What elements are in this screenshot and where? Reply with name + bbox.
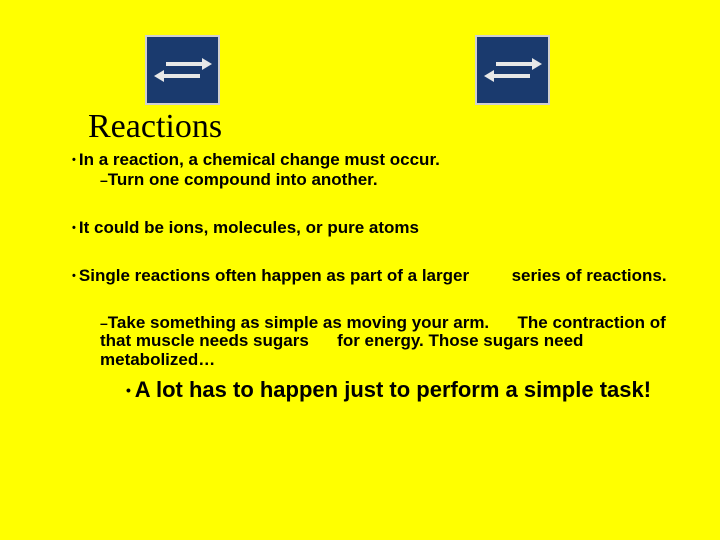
bullet-dot: •: [72, 222, 79, 234]
equilibrium-icon-left: [145, 35, 220, 105]
bullet1-em: chemical change: [203, 150, 340, 169]
sub2-gap2: [309, 331, 337, 350]
dash-icon: –: [100, 172, 108, 188]
sub2-a: Take something as simple as moving your …: [108, 313, 489, 332]
slide-content: • In a reaction, a chemical change must …: [72, 150, 672, 401]
equilibrium-icon-right: [475, 35, 550, 105]
arrows-icon: [488, 50, 538, 90]
emphasis-bullet: • A lot has to happen just to perform a …: [126, 378, 672, 401]
slide-title: Reactions: [88, 108, 222, 146]
bullet-dot: •: [72, 154, 79, 166]
bullet2-text: It could be ions, molecules, or pure ato…: [79, 218, 419, 237]
dash-icon: –: [100, 315, 108, 331]
bullet-3: • Single reactions often happen as part …: [72, 266, 672, 286]
sub-bullet-2: –Take something as simple as moving your…: [100, 314, 672, 370]
bullet3-gap: [474, 266, 512, 285]
sub-bullet-1: –Turn one compound into another.: [100, 170, 672, 190]
bullet-dot: •: [72, 270, 79, 282]
bullet-dot: •: [126, 382, 135, 398]
bullet3-post: series of reactions.: [512, 266, 667, 285]
bullet1-pre: In a reaction, a: [79, 150, 203, 169]
bullet-2: • It could be ions, molecules, or pure a…: [72, 218, 672, 238]
sub1-text: Turn one compound into another.: [108, 170, 378, 189]
bullet1-post: must occur.: [340, 150, 440, 169]
big-text: A lot has to happen just to perform a si…: [135, 377, 651, 402]
bullet3-pre: Single reactions often happen as part of…: [79, 266, 474, 285]
bullet-1: • In a reaction, a chemical change must …: [72, 150, 672, 170]
arrows-icon: [158, 50, 208, 90]
sub2-gap1: [489, 313, 517, 332]
